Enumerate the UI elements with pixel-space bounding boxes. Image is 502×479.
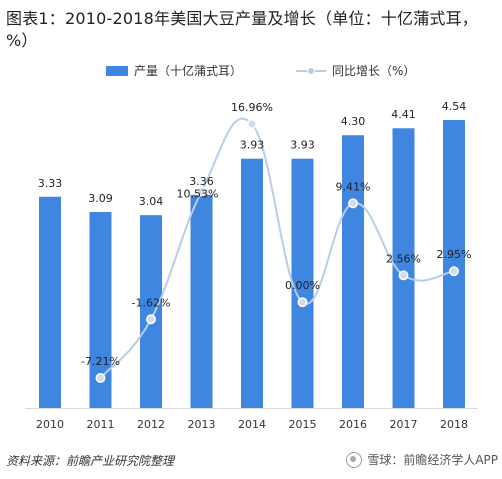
legend-growth-label: 同比增长（%）: [332, 64, 416, 78]
growth-point-2018: [449, 266, 459, 277]
bar-2013: [190, 194, 213, 408]
legend-line-swatch: [296, 65, 326, 77]
source-note: 资料来源：前瞻产业研究院整理: [6, 454, 175, 468]
bar-2017: [392, 128, 415, 408]
legend-bar-swatch: [106, 65, 128, 76]
growth-point-2011: [95, 373, 106, 383]
legend-item-growth: 同比增长（%）: [296, 62, 415, 79]
growth-point-2012: [146, 314, 156, 325]
x-tick-2018: 2018: [440, 418, 468, 431]
x-tick-2016: 2016: [339, 418, 367, 431]
bar-label-2011: 3.09: [88, 192, 113, 205]
legend-item-production: 产量（十亿蒲式耳）: [106, 62, 242, 79]
bar-2014: [241, 158, 263, 408]
growth-label-2013: 10.53%: [177, 188, 219, 201]
growth-label-2015: 0.00%: [285, 279, 320, 292]
x-tick-2011: 2011: [87, 418, 115, 431]
growth-point-2017: [398, 270, 409, 281]
x-tick-2013: 2013: [188, 418, 216, 431]
growth-label-2017: 2.56%: [386, 252, 421, 265]
bar-label-2013: 3.36: [189, 175, 214, 188]
growth-point-2013: [196, 186, 207, 197]
snowball-logo-icon: [346, 451, 363, 468]
bar-label-2014: 3.93: [240, 139, 265, 152]
growth-label-2012: -1.62%: [132, 296, 171, 309]
growth-point-2014: [247, 119, 257, 129]
x-tick-2012: 2012: [137, 418, 165, 431]
bar-2010: [39, 196, 61, 408]
brand-text: 雪球：前瞻经济学人APP: [367, 453, 498, 467]
bar-2015: [291, 158, 314, 408]
legend: 产量（十亿蒲式耳） 同比增长（%）: [0, 62, 502, 82]
growth-label-2011: -7.21%: [81, 355, 120, 368]
growth-line: [99, 117, 455, 379]
bar-2016: [342, 135, 364, 408]
bar-label-2012: 3.04: [139, 195, 164, 208]
bar-2011: [89, 211, 112, 408]
x-tick-2017: 2017: [390, 418, 418, 431]
bar-2012: [140, 215, 162, 408]
x-tick-2010: 2010: [36, 418, 64, 431]
growth-point-2016: [348, 198, 358, 209]
growth-label-2018: 2.95%: [437, 248, 472, 261]
bar-label-2015: 3.93: [290, 139, 315, 152]
brand-credit: 雪球：前瞻经济学人APP: [346, 451, 498, 468]
bar-label-2018: 4.54: [442, 100, 467, 113]
bar-label-2017: 4.41: [391, 108, 416, 121]
bar-label-2016: 4.30: [341, 115, 366, 128]
chart-title: 图表1：2010-2018年美国大豆产量及增长（单位：十亿蒲式耳，%）: [6, 9, 478, 50]
x-tick-2014: 2014: [238, 418, 266, 431]
growth-point-2015: [297, 297, 308, 308]
growth-label-2016: 9.41%: [336, 180, 371, 193]
x-tick-2015: 2015: [289, 418, 317, 431]
bar-2018: [443, 120, 465, 408]
growth-label-2014: 16.96%: [231, 101, 273, 114]
legend-production-label: 产量（十亿蒲式耳）: [134, 64, 243, 78]
bar-label-2010: 3.33: [38, 177, 63, 190]
